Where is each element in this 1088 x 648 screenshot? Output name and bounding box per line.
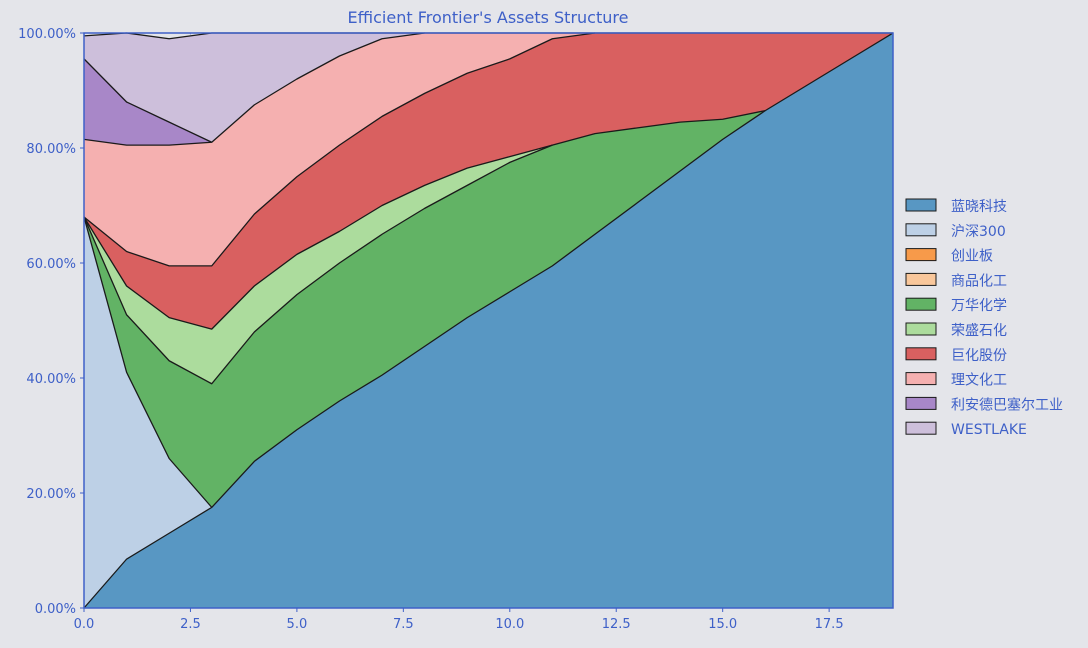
legend-swatch xyxy=(905,248,937,262)
x-tick-label: 0.0 xyxy=(74,617,95,632)
legend-label: 创业板 xyxy=(951,249,993,265)
legend-label: 万华化学 xyxy=(951,298,1007,314)
legend-label: 巨化股份 xyxy=(951,348,1007,364)
x-tick-label: 5.0 xyxy=(287,617,308,632)
x-tick-label: 10.0 xyxy=(495,617,524,632)
series-line-4 xyxy=(83,109,766,385)
legend-swatch xyxy=(905,223,937,237)
area-series-8 xyxy=(84,33,893,146)
x-axis: 0.0 2.5 5.0 7.5 10.0 12.5 15.0 17.5 xyxy=(74,608,844,632)
legend-swatch xyxy=(905,396,937,410)
legend-swatch xyxy=(905,198,937,212)
legend-swatch xyxy=(905,272,937,286)
legend-swatch xyxy=(905,421,937,435)
chart-title: Efficient Frontier's Assets Structure xyxy=(348,8,629,27)
y-tick-label: 100.00% xyxy=(18,27,76,42)
y-tick-label: 20.00% xyxy=(26,487,76,502)
legend-label: 利安德巴塞尔工业 xyxy=(951,396,1063,413)
area-series-6 xyxy=(84,33,893,330)
area-series-0 xyxy=(84,33,893,608)
y-tick-label: 0.00% xyxy=(35,602,76,617)
legend-label: 沪深300 xyxy=(951,224,1006,240)
x-tick-label: 15.0 xyxy=(708,617,737,632)
legend-label: 商品化工 xyxy=(951,273,1007,289)
area-series-4 xyxy=(84,33,893,508)
y-tick-label: 80.00% xyxy=(26,142,76,157)
legend-swatch xyxy=(905,322,937,336)
legend-label: WESTLAKE xyxy=(951,422,1027,438)
area-series-5 xyxy=(84,33,893,384)
series-line-1 xyxy=(83,216,213,508)
y-tick-label: 40.00% xyxy=(26,372,76,387)
legend-label: 荣盛石化 xyxy=(951,323,1007,339)
area-series-7 xyxy=(84,33,893,266)
legend-swatch xyxy=(905,297,937,311)
area-series-9 xyxy=(84,33,893,143)
legend-swatch xyxy=(905,347,937,361)
series-line-5 xyxy=(83,144,553,330)
plot-area xyxy=(84,33,893,608)
x-tick-label: 17.5 xyxy=(815,617,844,632)
series-line-0 xyxy=(83,32,894,609)
series-line-8 xyxy=(83,58,213,143)
y-axis: 0.00% 20.00% 40.00% 60.00% 80.00% 100.00% xyxy=(18,27,84,617)
legend-label: 蓝晓科技 xyxy=(951,199,1007,215)
plot-frame xyxy=(83,32,894,609)
x-tick-label: 2.5 xyxy=(180,617,201,632)
y-tick-label: 60.00% xyxy=(26,257,76,272)
x-tick-label: 7.5 xyxy=(393,617,414,632)
x-tick-label: 12.5 xyxy=(602,617,631,632)
legend-swatch xyxy=(905,372,937,386)
legend-label: 理文化工 xyxy=(951,373,1007,389)
